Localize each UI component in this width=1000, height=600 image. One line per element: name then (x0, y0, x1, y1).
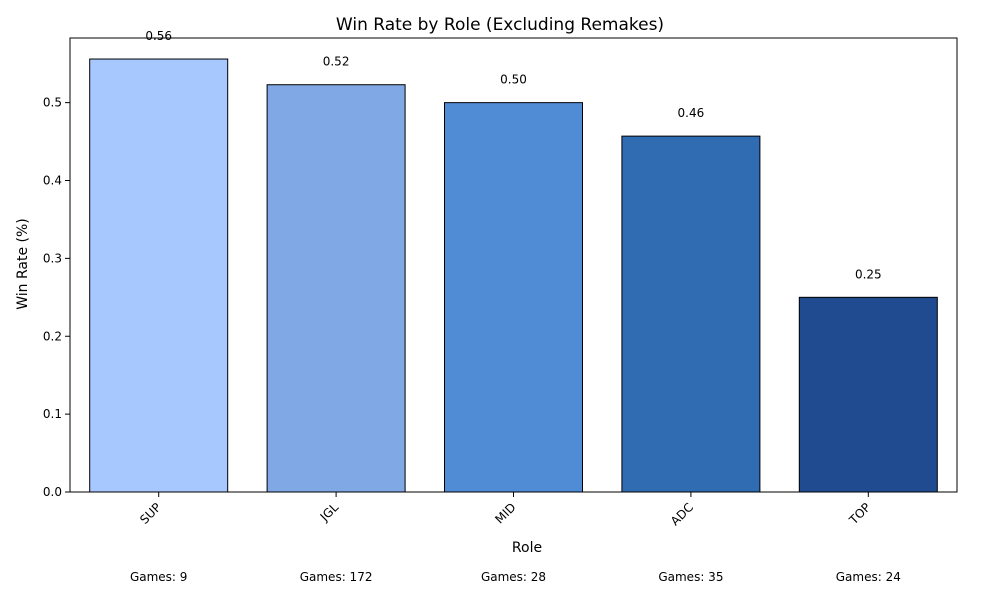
x-tick-label: MID (492, 500, 518, 526)
y-tick-label: 0.2 (43, 329, 62, 343)
bar-sup (89, 58, 229, 493)
games-count-label: Games: 24 (836, 570, 901, 584)
x-tick-label: SUP (137, 500, 164, 527)
chart-title: Win Rate by Role (Excluding Remakes) (336, 15, 664, 35)
bar-top (798, 296, 938, 493)
bar-value-label: 0.56 (145, 29, 172, 43)
x-tick-label: TOP (846, 500, 874, 528)
x-tick-label: ADC (668, 500, 696, 528)
games-count-label: Games: 172 (300, 570, 373, 584)
plot-area: 0.0 0.1 0.2 0.3 0.4 0.5 0.56 SUP Games: 9 0.52 JGL… (43, 29, 958, 584)
y-tick-label: 0.1 (43, 407, 62, 421)
bar-value-label: 0.52 (323, 55, 350, 69)
x-tick-label: JGL (317, 500, 342, 525)
bar-value-label: 0.46 (678, 106, 705, 120)
games-count-label: Games: 28 (481, 570, 546, 584)
bar-jgl (266, 84, 406, 493)
y-tick-label: 0.5 (43, 96, 62, 110)
games-count-label: Games: 35 (658, 570, 723, 584)
y-tick-label: 0.3 (43, 251, 62, 265)
y-axis-label: Win Rate (%) (15, 218, 31, 310)
y-tick-label: 0.4 (43, 174, 62, 188)
bar-value-label: 0.50 (500, 73, 527, 87)
bar-adc (621, 135, 761, 493)
games-count-label: Games: 9 (130, 570, 187, 584)
y-tick-label: 0.0 (43, 485, 62, 499)
bar-mid (444, 102, 583, 493)
x-axis-label: Role (512, 540, 542, 556)
bar-value-label: 0.25 (855, 267, 882, 281)
